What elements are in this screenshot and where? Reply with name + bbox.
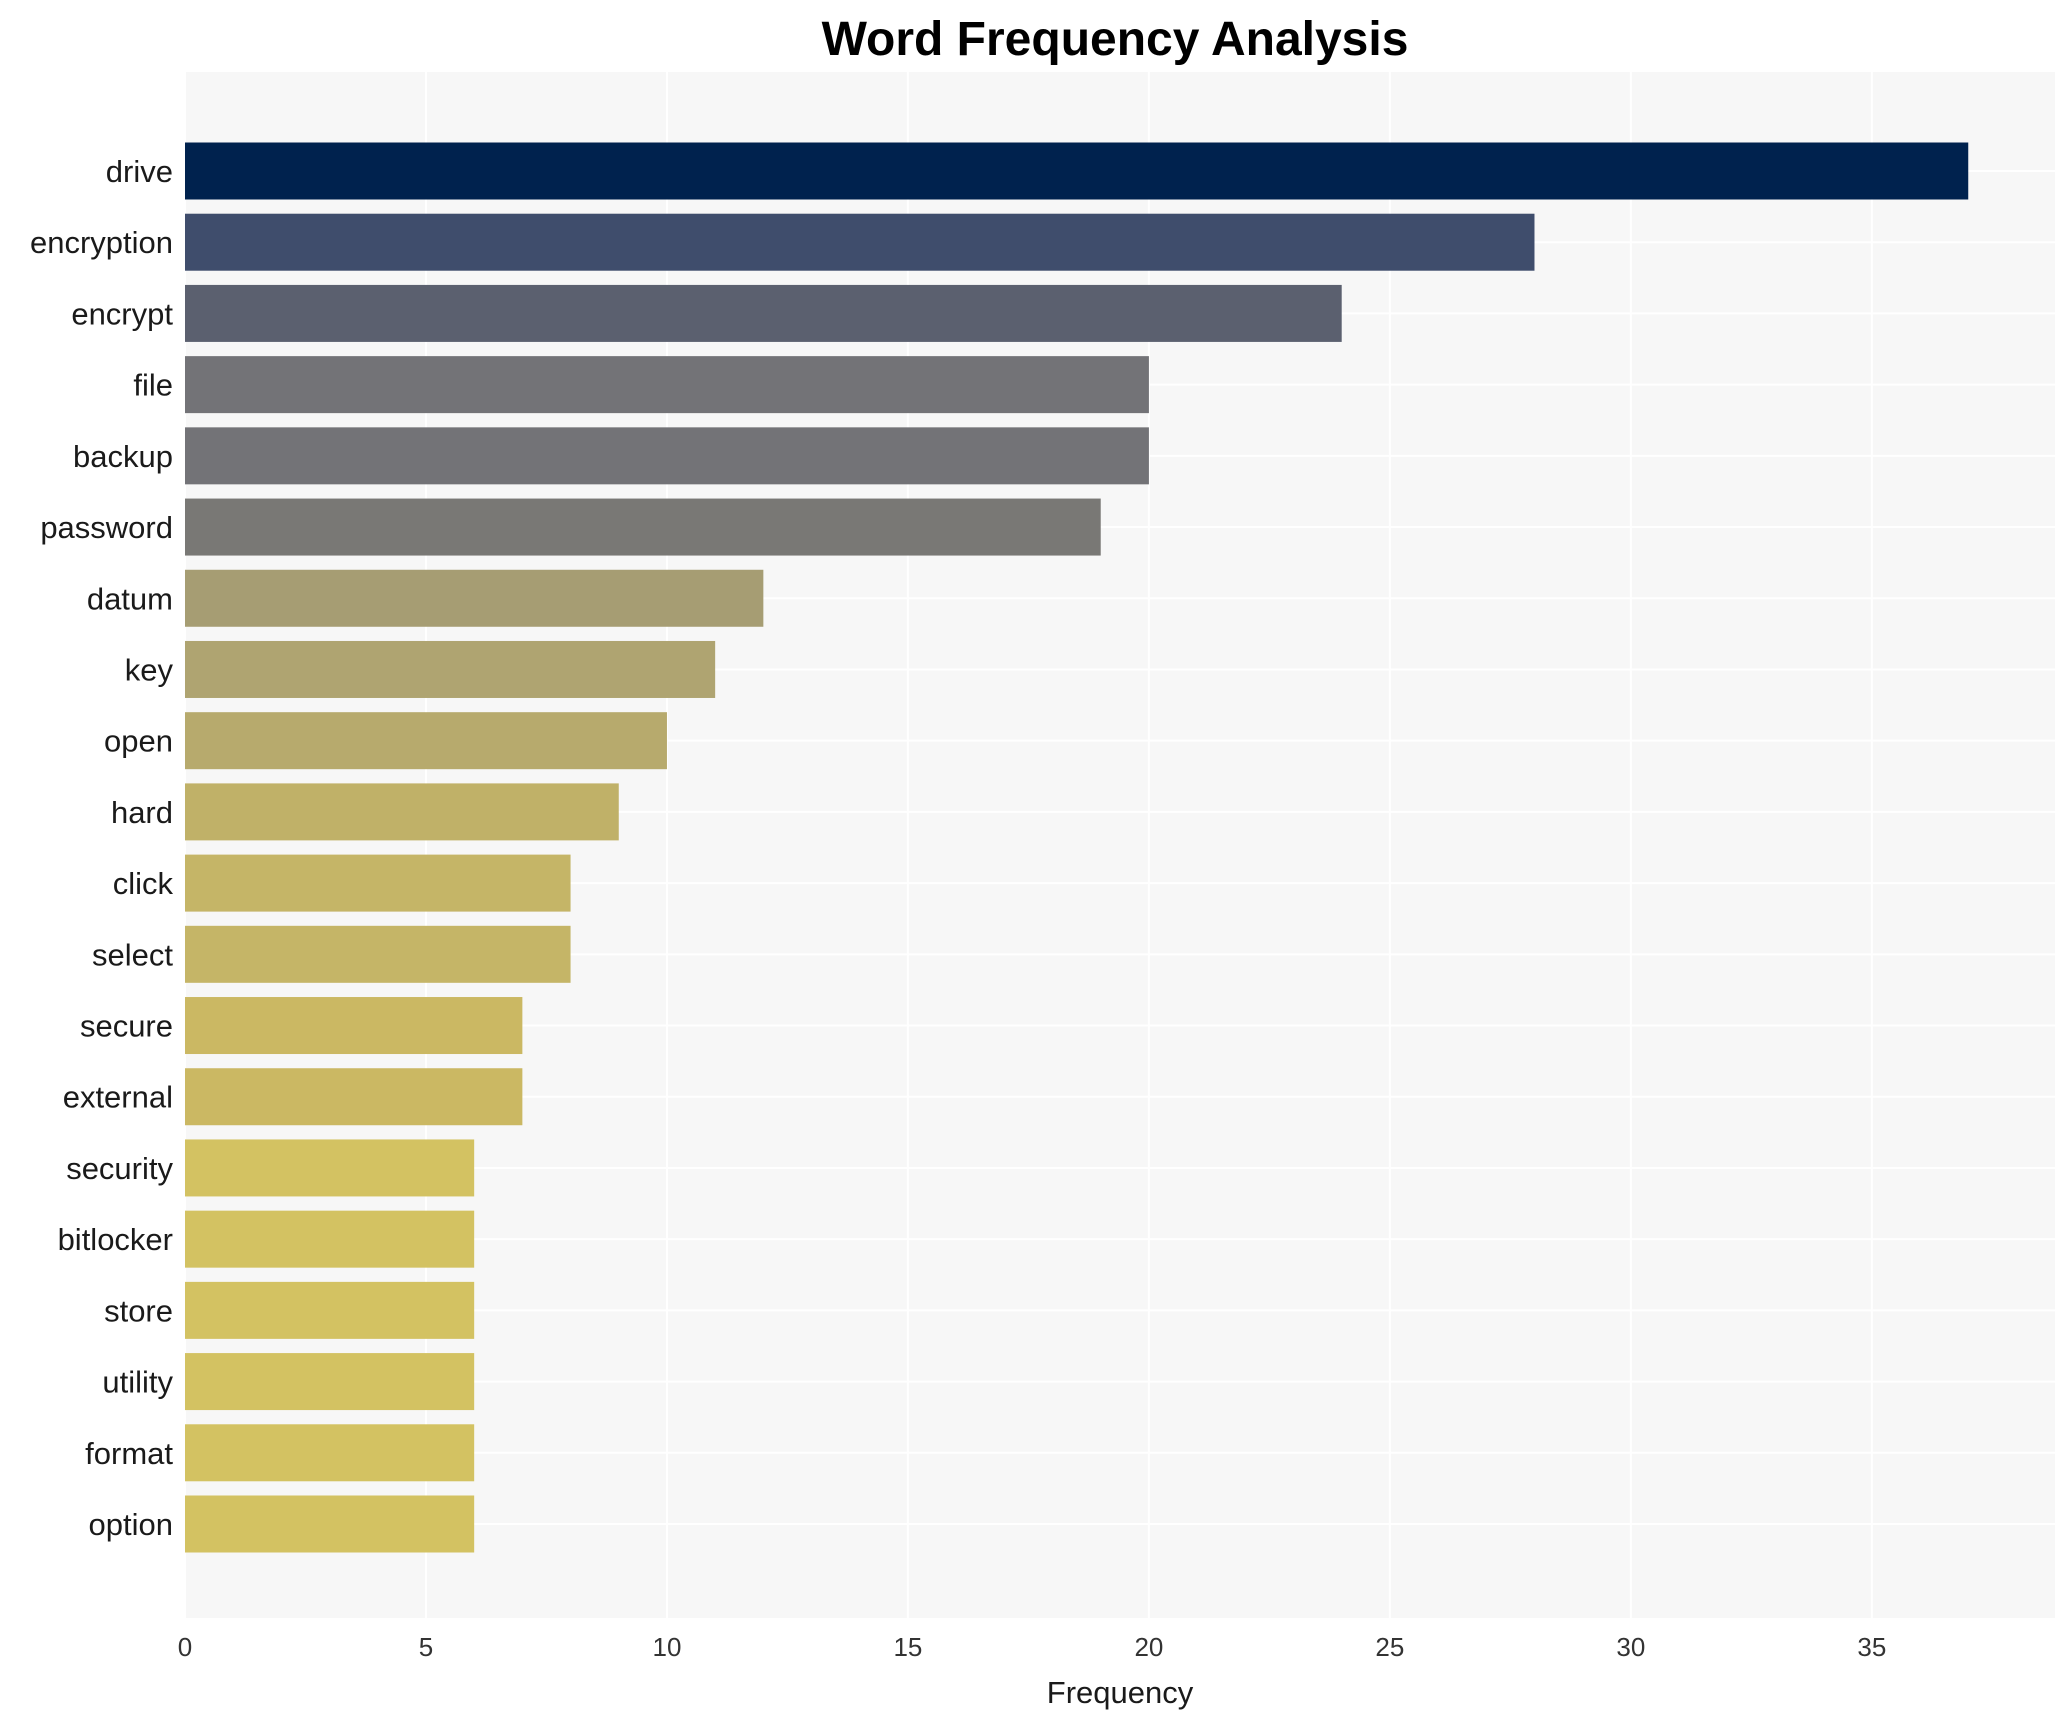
category-label-backup: backup (73, 439, 173, 474)
category-label-option: option (89, 1507, 173, 1542)
category-label-datum: datum (87, 581, 173, 616)
x-tick-label: 0 (178, 1632, 192, 1662)
bar-encrypt (185, 284, 1342, 342)
category-label-utility: utility (102, 1365, 173, 1400)
x-tick-labels: 0 5 10 15 20 25 30 35 (178, 1632, 1887, 1662)
bar-external (185, 1068, 523, 1126)
x-tick-label: 15 (893, 1632, 922, 1662)
category-label-security: security (66, 1151, 173, 1186)
bar-secure (185, 997, 523, 1055)
bar-file (185, 356, 1149, 414)
category-label-encrypt: encrypt (71, 296, 173, 331)
bar-backup (185, 427, 1149, 485)
category-label-select: select (92, 937, 173, 972)
x-tick-label: 25 (1375, 1632, 1404, 1662)
bar-utility (185, 1353, 475, 1411)
bar-datum (185, 569, 764, 627)
chart-title: Word Frequency Analysis (822, 13, 1409, 66)
bar-format (185, 1424, 475, 1482)
bar-bitlocker (185, 1210, 475, 1268)
category-label-click: click (113, 866, 174, 901)
bar-encryption (185, 213, 1535, 271)
bar-store (185, 1281, 475, 1339)
x-axis-label: Frequency (1047, 1675, 1194, 1710)
category-label-hard: hard (111, 795, 173, 830)
x-tick-label: 20 (1134, 1632, 1163, 1662)
bar-open (185, 712, 667, 770)
category-label-password: password (40, 510, 173, 545)
category-label-key: key (125, 652, 174, 687)
bar-option (185, 1495, 475, 1553)
bar-select (185, 925, 571, 983)
bar-security (185, 1139, 475, 1197)
x-tick-label: 30 (1616, 1632, 1645, 1662)
category-label-drive: drive (106, 154, 173, 189)
category-label-bitlocker: bitlocker (58, 1222, 173, 1257)
bar-key (185, 640, 716, 698)
category-labels: drive encryption encrypt file backup password… (30, 154, 174, 1542)
category-label-open: open (104, 724, 173, 759)
category-label-file: file (133, 368, 173, 403)
bars (185, 142, 1969, 1553)
x-tick-label: 10 (652, 1632, 681, 1662)
category-label-format: format (85, 1436, 173, 1471)
bar-hard (185, 783, 619, 841)
category-label-store: store (104, 1293, 173, 1328)
category-label-encryption: encryption (30, 225, 173, 260)
x-tick-label: 5 (419, 1632, 433, 1662)
category-label-secure: secure (80, 1009, 173, 1044)
bar-drive (185, 142, 1969, 200)
x-tick-label: 35 (1857, 1632, 1886, 1662)
bar-click (185, 854, 571, 912)
category-label-external: external (63, 1080, 173, 1115)
bar-password (185, 498, 1101, 556)
